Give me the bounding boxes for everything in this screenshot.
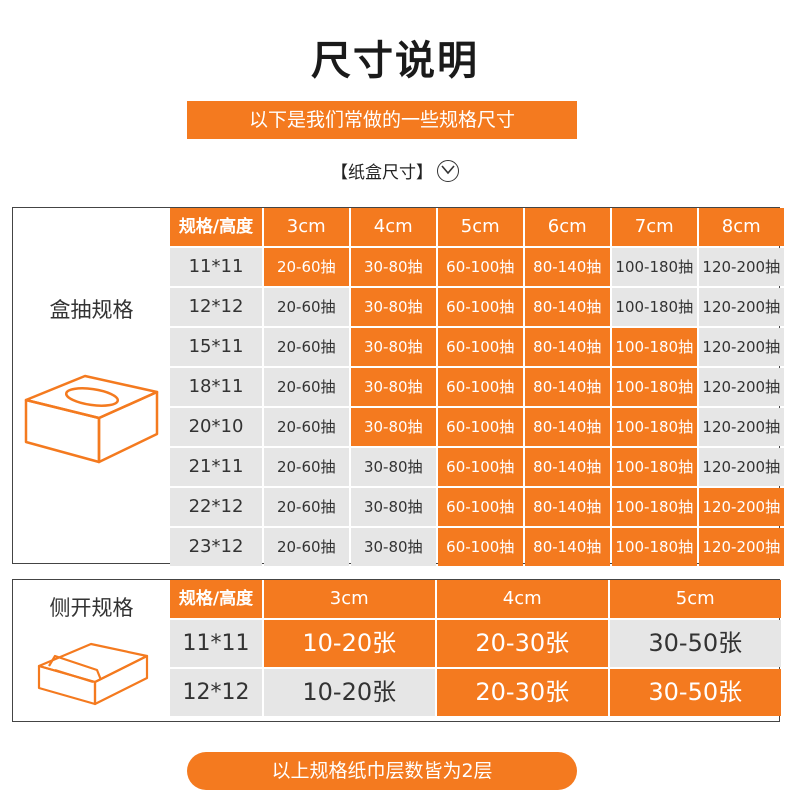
table1-cell: 20-60抽 bbox=[263, 287, 349, 326]
table1-cell: 60-100抽 bbox=[437, 327, 523, 366]
table1-cell: 20-60抽 bbox=[263, 487, 349, 526]
table2-row-size: 11*11 bbox=[170, 619, 262, 667]
side-open-table: 侧开规格 规格/高度 3cm 4cm 5cm 11*11 10-20张 20-30张 30-5… bbox=[12, 579, 781, 722]
section-subtitle: 【纸盒尺寸】 bbox=[0, 158, 790, 184]
table1-cell: 80-140抽 bbox=[524, 487, 610, 526]
box-tissue-table: 盒抽规格 规格/高度 3cm 4cm 5cm 6cm 7cm 8cm 11*11 20-60抽 3… bbox=[12, 207, 784, 566]
table1-cell: 20-60抽 bbox=[263, 407, 349, 446]
table1-cell: 80-140抽 bbox=[524, 367, 610, 406]
table1-cell: 60-100抽 bbox=[437, 487, 523, 526]
table1-cell: 100-180抽 bbox=[611, 327, 697, 366]
table1-label: 盒抽规格 bbox=[49, 298, 134, 322]
table1-col-header: 3cm bbox=[263, 208, 349, 246]
table1-cell: 80-140抽 bbox=[524, 287, 610, 326]
tissue-box-icon bbox=[24, 374, 159, 464]
table1-row-size: 21*11 bbox=[170, 447, 262, 486]
table1-col-header: 4cm bbox=[350, 208, 436, 246]
table1-col-header: 5cm bbox=[437, 208, 523, 246]
page-title: 尺寸说明 bbox=[311, 38, 479, 84]
table1-row-size: 12*12 bbox=[170, 287, 262, 326]
intro-banner: 以下是我们常做的一些规格尺寸 bbox=[187, 101, 577, 139]
table1-cell: 30-80抽 bbox=[350, 447, 436, 486]
table1-cell: 20-60抽 bbox=[263, 447, 349, 486]
table1-corner-header: 规格/高度 bbox=[170, 208, 262, 246]
table1-cell: 100-180抽 bbox=[611, 447, 697, 486]
table2-cell: 20-30张 bbox=[436, 619, 608, 667]
table1-col-header: 7cm bbox=[611, 208, 697, 246]
table1-cell: 60-100抽 bbox=[437, 367, 523, 406]
table2-col-header: 3cm bbox=[263, 580, 435, 618]
table2-cell: 20-30张 bbox=[436, 668, 608, 716]
table1-row-size: 11*11 bbox=[170, 247, 262, 286]
table1-cell: 100-180抽 bbox=[611, 487, 697, 526]
subtitle-text: 【纸盒尺寸】 bbox=[331, 163, 433, 183]
table2-label: 侧开规格 bbox=[49, 596, 134, 620]
table1-cell: 120-200抽 bbox=[698, 407, 784, 446]
table1-cell: 120-200抽 bbox=[698, 527, 784, 566]
table2-cell: 30-50张 bbox=[609, 668, 781, 716]
table1-cell: 30-80抽 bbox=[350, 327, 436, 366]
table1-cell: 30-80抽 bbox=[350, 527, 436, 566]
table1-cell: 120-200抽 bbox=[698, 247, 784, 286]
table1-cell: 60-100抽 bbox=[437, 447, 523, 486]
table1-col-header: 8cm bbox=[698, 208, 784, 246]
table2-corner-header: 规格/高度 bbox=[170, 580, 262, 618]
table1-cell: 80-140抽 bbox=[524, 247, 610, 286]
table1-cell: 30-80抽 bbox=[350, 247, 436, 286]
table1-cell: 60-100抽 bbox=[437, 527, 523, 566]
table1-cell: 120-200抽 bbox=[698, 447, 784, 486]
side-open-box-icon bbox=[37, 642, 149, 706]
table1-cell: 120-200抽 bbox=[698, 327, 784, 366]
table1-col-header: 6cm bbox=[524, 208, 610, 246]
table2-col-header: 4cm bbox=[436, 580, 608, 618]
table1-cell: 100-180抽 bbox=[611, 287, 697, 326]
table1-cell: 100-180抽 bbox=[611, 247, 697, 286]
table1-row-size: 22*12 bbox=[170, 487, 262, 526]
table1-row-size: 20*10 bbox=[170, 407, 262, 446]
table1-cell: 80-140抽 bbox=[524, 447, 610, 486]
table1-cell: 120-200抽 bbox=[698, 367, 784, 406]
table1-cell: 20-60抽 bbox=[263, 527, 349, 566]
table1-cell: 100-180抽 bbox=[611, 367, 697, 406]
table1-cell: 30-80抽 bbox=[350, 407, 436, 446]
table1-cell: 120-200抽 bbox=[698, 487, 784, 526]
table1-cell: 80-140抽 bbox=[524, 407, 610, 446]
table2-cell: 30-50张 bbox=[609, 619, 781, 667]
table1-cell: 100-180抽 bbox=[611, 407, 697, 446]
table1-cell: 30-80抽 bbox=[350, 487, 436, 526]
footer-banner: 以上规格纸巾层数皆为2层 bbox=[187, 752, 577, 790]
table1-row-size: 18*11 bbox=[170, 367, 262, 406]
table2-cell: 10-20张 bbox=[263, 619, 435, 667]
table2-row-size: 12*12 bbox=[170, 668, 262, 716]
table2-col-header: 5cm bbox=[609, 580, 781, 618]
table1-row-size: 23*12 bbox=[170, 527, 262, 566]
table1-row-size: 15*11 bbox=[170, 327, 262, 366]
table1-cell: 60-100抽 bbox=[437, 247, 523, 286]
table1-cell: 80-140抽 bbox=[524, 527, 610, 566]
table1-cell: 30-80抽 bbox=[350, 287, 436, 326]
table1-cell: 30-80抽 bbox=[350, 367, 436, 406]
table1-cell: 20-60抽 bbox=[263, 327, 349, 366]
table1-cell: 60-100抽 bbox=[437, 407, 523, 446]
table1-cell: 80-140抽 bbox=[524, 327, 610, 366]
table2-cell: 10-20张 bbox=[263, 668, 435, 716]
table1-cell: 60-100抽 bbox=[437, 287, 523, 326]
chevron-down-circle-icon bbox=[437, 160, 459, 182]
table1-cell: 100-180抽 bbox=[611, 527, 697, 566]
table1-cell: 120-200抽 bbox=[698, 287, 784, 326]
table1-cell: 20-60抽 bbox=[263, 367, 349, 406]
table1-cell: 20-60抽 bbox=[263, 247, 349, 286]
